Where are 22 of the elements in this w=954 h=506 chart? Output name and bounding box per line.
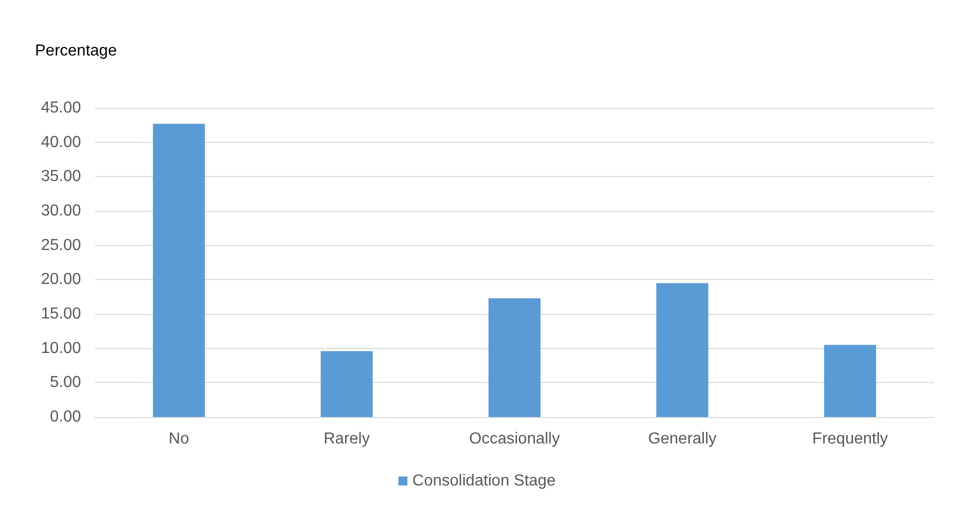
y-axis-title: Percentage xyxy=(35,42,117,60)
y-tick-label: 10.00 xyxy=(40,340,82,357)
bar xyxy=(488,298,541,417)
bar xyxy=(152,124,205,417)
legend-label: Consolidation Stage xyxy=(412,472,556,490)
y-tick-label: 35.00 xyxy=(40,168,82,186)
bar xyxy=(656,283,708,417)
y-tick-label: 20.00 xyxy=(40,271,82,288)
x-tick-label: Occasionally xyxy=(469,430,560,448)
y-tick-label: 0.00 xyxy=(50,408,82,426)
y-tick-label: 15.00 xyxy=(40,306,82,322)
x-tick-label: No xyxy=(168,430,190,448)
x-tick-label: Generally xyxy=(648,430,717,448)
y-tick-label: 40.00 xyxy=(40,134,82,151)
bar xyxy=(824,344,876,417)
y-tick-label: 5.00 xyxy=(50,374,82,392)
y-tick-label: 30.00 xyxy=(40,202,82,220)
y-tick-label: 45.00 xyxy=(40,100,82,116)
x-tick-label: Frequently xyxy=(812,430,888,448)
bar xyxy=(320,351,373,417)
y-tick-label: 25.00 xyxy=(40,236,82,254)
x-tick-label: Rarely xyxy=(324,430,370,448)
